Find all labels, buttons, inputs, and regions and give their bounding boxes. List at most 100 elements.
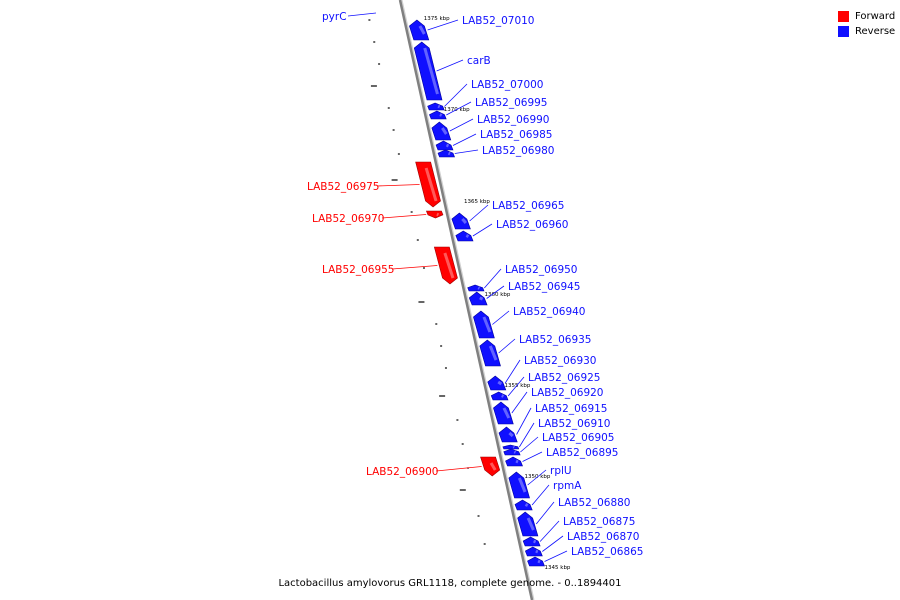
gene-connector xyxy=(498,338,516,354)
gene-label: LAB52_06940 xyxy=(513,306,586,318)
gene-connector xyxy=(542,535,564,552)
scale-label: 1375 kbp xyxy=(424,16,450,22)
gene-arrow xyxy=(467,284,485,292)
gene-connector xyxy=(527,469,547,486)
legend-label-forward: Forward xyxy=(855,11,896,22)
gene-highlight xyxy=(443,252,455,279)
gene-label: LAB52_06960 xyxy=(496,219,569,231)
gene-arrow xyxy=(493,401,514,425)
gene-arrow xyxy=(522,536,541,547)
gene-arrow xyxy=(435,140,454,151)
gene-connector xyxy=(427,19,459,31)
gene-highlight xyxy=(465,234,470,238)
gene-highlight xyxy=(501,394,505,398)
gene-connector xyxy=(507,376,525,397)
gene-LAB52_06870: LAB52_06870 xyxy=(524,531,640,557)
gene-label: LAB52_06955 xyxy=(322,264,395,276)
gene-label: LAB52_06880 xyxy=(558,497,631,509)
gene-label: LAB52_06945 xyxy=(508,281,581,293)
gene-LAB52_06945: LAB52_06945 xyxy=(468,281,581,306)
scale-label: 1365 kbp xyxy=(464,199,490,205)
gene-label: rplU xyxy=(550,465,572,477)
gene-LAB52_06955: LAB52_06955 xyxy=(322,246,458,285)
scale-label: 1355 kbp xyxy=(504,383,530,389)
gene-LAB52_06875: LAB52_06875 xyxy=(522,516,636,547)
gene-label: LAB52_06910 xyxy=(538,418,611,430)
scale-label: 1360 kbp xyxy=(484,292,510,298)
gene-arrow xyxy=(413,41,443,101)
gene-connector xyxy=(446,101,472,116)
gene-arrow xyxy=(517,511,539,537)
gene-label: LAB52_06990 xyxy=(477,114,550,126)
gene-connector xyxy=(522,451,543,462)
gene-arrow xyxy=(429,110,447,120)
gene-label: LAB52_06980 xyxy=(482,145,555,157)
gene-label: LAB52_06965 xyxy=(492,200,565,212)
gene-connector xyxy=(382,214,427,219)
gene-LAB52_06915: LAB52_06915 xyxy=(498,403,608,443)
gene-rplU: rplU xyxy=(508,465,572,499)
gene-label: LAB52_06865 xyxy=(571,546,644,558)
gene-LAB52_06895: LAB52_06895 xyxy=(505,447,619,467)
gene-LAB52_06900: LAB52_06900 xyxy=(366,456,501,478)
gene-highlight xyxy=(488,345,498,361)
gene-highlight xyxy=(423,47,439,95)
gene-highlight xyxy=(502,407,511,419)
gene-arrow xyxy=(479,339,501,367)
gene-carB: carB xyxy=(413,41,491,101)
backbone xyxy=(398,0,535,600)
gene-highlight xyxy=(515,459,519,464)
gene-highlight xyxy=(436,212,440,217)
gene-label: LAB52_06900 xyxy=(366,466,439,478)
gene-LAB52_06980: LAB52_06980 xyxy=(437,145,555,158)
gene-highlight xyxy=(533,539,537,544)
gene-arrow xyxy=(527,556,545,567)
gene-arrow xyxy=(524,546,543,557)
gene-arrow xyxy=(503,448,521,456)
gene-label: LAB52_06950 xyxy=(505,264,578,276)
gene-connector xyxy=(504,359,521,384)
gene-connector xyxy=(535,501,555,525)
gene-connector xyxy=(436,59,464,72)
gene-connector xyxy=(436,466,482,472)
gene-label: rpmA xyxy=(553,480,582,492)
reverse-swatch xyxy=(838,26,849,37)
gene-highlight xyxy=(526,517,535,531)
gene-highlight xyxy=(524,503,529,507)
gene-LAB52_06920: LAB52_06920 xyxy=(493,387,604,425)
gene-label: LAB52_06925 xyxy=(528,372,601,384)
gene-LAB52_06905: LAB52_06905 xyxy=(503,432,615,456)
gene-arrow xyxy=(455,230,474,242)
gene-label: LAB52_06970 xyxy=(312,213,385,225)
gene-highlight xyxy=(477,286,481,290)
gene-arrow xyxy=(425,210,444,219)
gene-arrow xyxy=(409,19,430,41)
gene-highlight xyxy=(517,477,527,493)
gene-connector xyxy=(454,149,479,154)
gene-arrow xyxy=(514,499,533,511)
gene-label: LAB52_06935 xyxy=(519,334,592,346)
gene-connector xyxy=(520,436,539,453)
gene-highlight xyxy=(445,143,450,148)
gene-highlight xyxy=(537,559,541,564)
legend-item-forward: Forward xyxy=(838,9,895,24)
gene-highlight xyxy=(441,127,448,135)
gene-highlight xyxy=(439,113,443,117)
gene-LAB52_07010: LAB52_07010 xyxy=(409,15,535,41)
tick-marks xyxy=(368,19,486,545)
gene-LAB52_06865: LAB52_06865 xyxy=(527,546,644,567)
genes: pyrC LAB52_07010 carB LAB52_07000 LAB52_0699… xyxy=(307,11,644,567)
gene-label: LAB52_06875 xyxy=(563,516,636,528)
gene-connector xyxy=(472,223,493,237)
gene-LAB52_06985: LAB52_06985 xyxy=(435,129,553,151)
gene-highlight xyxy=(437,104,441,109)
gene-highlight xyxy=(535,549,539,554)
gene-arrow xyxy=(508,471,530,499)
gene-highlight xyxy=(424,167,438,202)
gene-LAB52_06995: LAB52_06995 xyxy=(429,97,548,120)
gene-label: LAB52_06915 xyxy=(535,403,608,415)
gene-connector xyxy=(518,422,535,448)
gene-connector xyxy=(486,285,505,299)
gene-label: pyrC xyxy=(322,11,347,23)
gene-label: LAB52_06930 xyxy=(524,355,597,367)
